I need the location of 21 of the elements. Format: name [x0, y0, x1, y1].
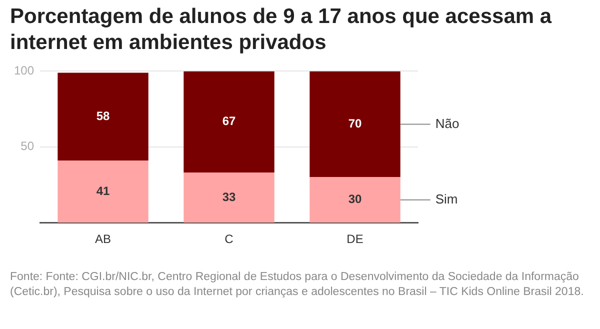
bar	[310, 71, 400, 178]
source-note: Fonte: Fonte: CGI.br/NIC.br, Centro Regional de Estudos para o Desenvolvimento da Sociedade da Informação (Cetic.br), Pesquisa sobre o uso da Internet por crianças e adolescentes no Brasil – TIC Kids Online Brasil 2018.	[10, 270, 585, 300]
bar	[184, 172, 274, 223]
text: Sim	[435, 191, 458, 206]
data-label: 33	[222, 190, 236, 204]
data-label: 41	[96, 184, 110, 198]
text: Não	[435, 116, 460, 131]
data-label: 70	[348, 116, 362, 131]
x-tick-label: C	[224, 232, 234, 246]
data-label: 30	[348, 192, 362, 206]
bar	[310, 177, 400, 223]
bar	[184, 71, 274, 173]
data-label: 67	[222, 114, 236, 128]
chart-title: Porcentagem de alunos de 9 a 17 anos que acessam a internet em ambientes privados	[10, 4, 553, 56]
y-tick-label: 100	[14, 64, 34, 78]
bar	[58, 160, 148, 223]
x-tick-label: DE	[346, 232, 364, 246]
bar	[58, 72, 148, 161]
y-tick-label: 50	[20, 139, 34, 154]
data-label: 58	[96, 108, 110, 123]
x-tick-label: AB	[95, 232, 112, 246]
